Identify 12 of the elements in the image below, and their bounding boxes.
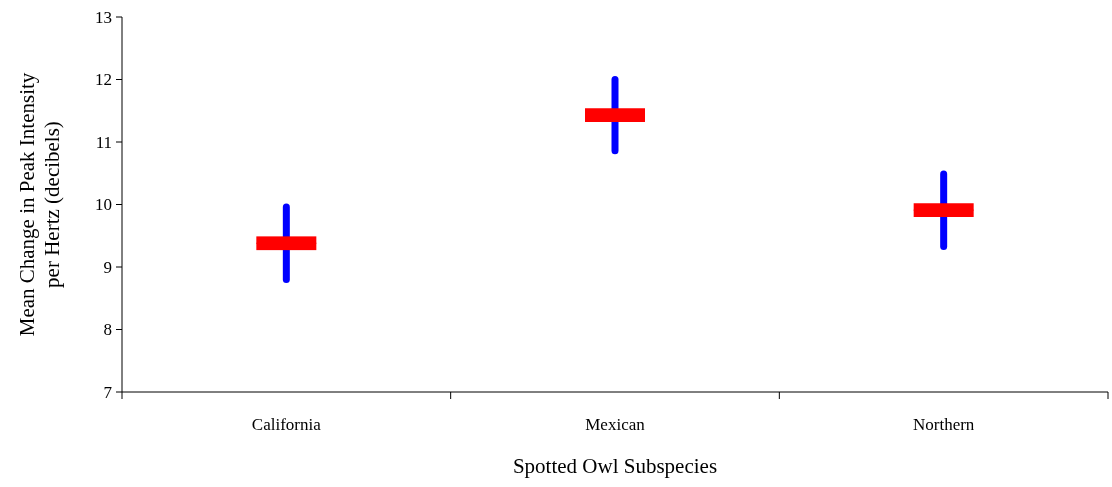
x-tick-label: California [251,415,322,434]
y-tick-label: 11 [95,132,112,152]
x-axis-title: Spotted Owl Subspecies [512,454,718,478]
y-tick-label: 7 [103,382,113,402]
y-tick-label: 8 [103,320,112,340]
y-tick-label: 13 [95,7,112,27]
y-tick-label: 9 [103,257,112,277]
y-axis-title: Mean Change in Peak Intensity per Hertz (decibels) [15,72,65,337]
x-tick-label: Northern [912,415,975,434]
y-tick-label: 10 [95,195,112,215]
x-tick-label: Mexican [585,415,646,434]
y-tick-label: 12 [95,70,112,90]
